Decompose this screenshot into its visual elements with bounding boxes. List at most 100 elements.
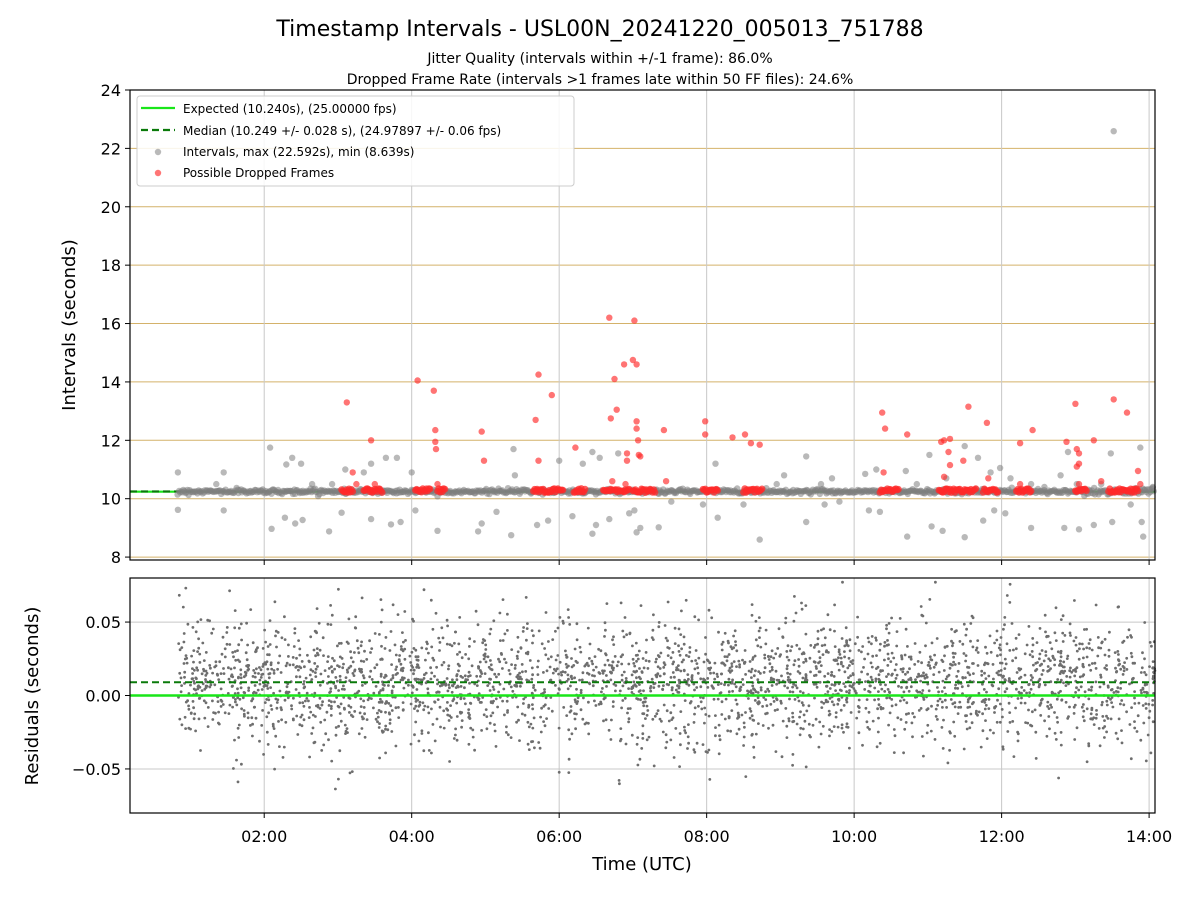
residual-point — [787, 719, 791, 723]
residual-point — [380, 657, 384, 661]
intervals-ytick-label: 16 — [101, 315, 121, 334]
residual-point — [484, 708, 488, 711]
residual-point — [237, 723, 241, 727]
residual-point — [239, 686, 243, 690]
residual-point — [246, 711, 250, 715]
residual-point — [252, 705, 256, 709]
residual-point — [361, 684, 364, 687]
residual-point — [914, 678, 917, 681]
residual-point — [920, 735, 924, 738]
residual-point — [798, 733, 802, 737]
residual-point — [1023, 701, 1027, 705]
residual-point — [867, 689, 870, 693]
residual-point — [1087, 663, 1091, 667]
residual-point — [298, 647, 302, 651]
residual-point — [769, 702, 773, 706]
residual-point — [377, 700, 381, 704]
interval-point — [1090, 521, 1098, 529]
residual-point — [824, 700, 828, 704]
residual-point — [754, 669, 757, 673]
residual-point — [775, 682, 778, 686]
residual-point — [1119, 687, 1122, 690]
residual-point — [205, 671, 209, 675]
residual-point — [988, 728, 992, 732]
residual-point — [764, 642, 768, 646]
residual-point — [1024, 721, 1027, 724]
residual-point — [683, 729, 687, 732]
intervals-plot-frame — [129, 89, 1156, 561]
residual-point — [545, 717, 548, 720]
residual-point — [749, 691, 753, 695]
residual-point — [543, 724, 547, 728]
residual-point — [533, 688, 537, 692]
legend-box — [136, 95, 575, 187]
residual-point — [343, 688, 346, 691]
residual-point — [1089, 712, 1093, 716]
residual-point — [1055, 716, 1059, 719]
residual-point — [531, 703, 534, 706]
residual-point — [515, 654, 519, 658]
residual-point — [833, 659, 837, 662]
residual-point — [919, 707, 923, 710]
residual-point — [195, 666, 199, 670]
residual-point — [628, 631, 632, 635]
residual-point — [847, 656, 851, 660]
interval-point — [589, 448, 596, 456]
residual-point — [814, 682, 818, 686]
residual-point — [987, 707, 991, 710]
residual-point — [817, 650, 821, 653]
residual-point — [930, 704, 933, 708]
residual-point — [430, 751, 433, 755]
residual-point — [1094, 603, 1098, 607]
residual-point — [645, 704, 649, 708]
residual-point — [408, 654, 412, 658]
residual-point — [701, 696, 705, 700]
residual-point — [243, 670, 247, 674]
residual-point — [232, 655, 235, 659]
residual-point — [327, 704, 331, 707]
residual-point — [572, 664, 576, 667]
residual-point — [993, 711, 996, 714]
residual-point — [833, 683, 836, 687]
residual-point — [273, 600, 277, 604]
residual-point — [461, 676, 464, 679]
residual-point — [542, 671, 545, 674]
residual-point — [372, 706, 375, 710]
interval-point — [821, 501, 828, 508]
residual-point — [666, 646, 670, 649]
residual-point — [209, 683, 213, 687]
residual-point — [433, 739, 437, 743]
residual-point — [991, 663, 995, 666]
residual-point — [1080, 705, 1084, 709]
residual-point — [185, 656, 189, 660]
residual-point — [292, 696, 295, 700]
residual-point — [1008, 601, 1012, 604]
residual-point — [887, 622, 891, 625]
residual-point — [899, 699, 902, 703]
residual-point — [748, 707, 752, 711]
residual-point — [737, 659, 741, 663]
residual-point — [770, 684, 774, 687]
residual-point — [957, 662, 961, 665]
dropped-frame-point — [758, 485, 766, 493]
residual-point — [966, 698, 970, 702]
residual-point — [447, 683, 451, 687]
residual-point — [669, 738, 673, 742]
dropped-frame-point — [633, 418, 640, 425]
residual-point — [1047, 657, 1051, 661]
residual-point — [628, 707, 632, 710]
residual-point — [498, 660, 502, 664]
legend-intervals-marker — [154, 148, 162, 156]
dropped-frame-point — [960, 457, 967, 464]
residual-point — [913, 715, 916, 719]
x-tick-label: 06:00 — [536, 827, 582, 846]
residual-point — [781, 635, 785, 639]
residual-point — [868, 684, 872, 688]
interval-point — [408, 469, 415, 476]
residual-point — [952, 660, 955, 664]
residual-point — [1060, 698, 1064, 702]
residual-point — [1010, 622, 1014, 625]
residual-point — [814, 643, 817, 647]
residual-point — [646, 667, 650, 670]
residual-point — [295, 675, 298, 679]
